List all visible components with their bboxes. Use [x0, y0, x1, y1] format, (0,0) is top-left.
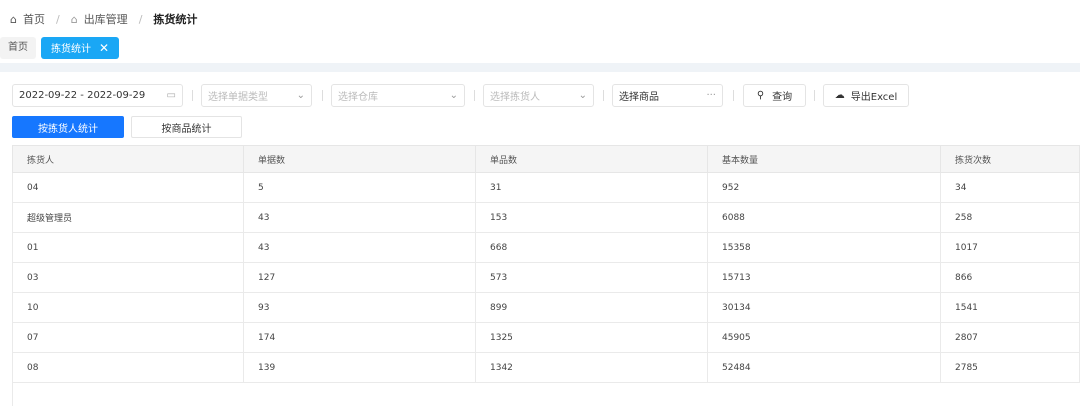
table-cell: 573 [475, 262, 708, 293]
warehouse-placeholder: 选择仓库 [338, 92, 378, 103]
close-icon[interactable]: ✕ [99, 41, 110, 55]
table-cell: 03 [12, 262, 244, 293]
warehouse-select[interactable]: 选择仓库 ⌄ [331, 84, 465, 107]
table-row: 03 127 573 15713 866 [12, 262, 1080, 293]
chevron-down-icon: ⌄ [449, 90, 458, 101]
divider-band [0, 63, 1080, 72]
picker-select[interactable]: 选择拣货人 ⌄ [483, 84, 594, 107]
divider [192, 90, 193, 101]
search-icon: ⚲ [756, 90, 765, 101]
table-cell: 43 [243, 232, 476, 263]
product-value: 选择商品 [619, 92, 659, 103]
picker-placeholder: 选择拣货人 [490, 92, 540, 103]
table-cell: 07 [12, 322, 244, 353]
breadcrumb-separator: / [55, 12, 60, 26]
by-picker-button[interactable]: 按拣货人统计 [12, 116, 124, 138]
table-row: 07 174 1325 45905 2807 [12, 322, 1080, 353]
table-cell: 15358 [707, 232, 941, 263]
table-cell: 30134 [707, 292, 941, 323]
table-row: 01 43 668 15358 1017 [12, 232, 1080, 263]
column-header: 基本数量 [707, 145, 941, 173]
table-cell: 258 [940, 202, 1080, 233]
table-border [12, 380, 13, 406]
date-range-picker[interactable]: 2022-09-22 - 2022-09-29 ▭ [12, 84, 183, 107]
table-cell: 43 [243, 202, 476, 233]
table-row: 10 93 899 30134 1541 [12, 292, 1080, 323]
table-cell: 10 [12, 292, 244, 323]
table-row: 04 5 31 952 34 [12, 172, 1080, 203]
tab-picking-stats[interactable]: 拣货统计 ✕ [41, 37, 120, 59]
breadcrumb-current: 拣货统计 [153, 13, 198, 26]
table-cell: 04 [12, 172, 244, 203]
table-cell: 超级管理员 [12, 202, 244, 233]
table-cell: 1325 [475, 322, 708, 353]
date-range-value: 2022-09-22 - 2022-09-29 [19, 90, 146, 101]
table-header-row: 拣货人 单据数 单品数 基本数量 拣货次数 [12, 145, 1080, 173]
query-button[interactable]: ⚲ 查询 [743, 84, 806, 107]
table-cell: 153 [475, 202, 708, 233]
table-row: 超级管理员 43 153 6088 258 [12, 202, 1080, 233]
table-cell: 952 [707, 172, 941, 203]
table-cell: 174 [243, 322, 476, 353]
table-cell: 5 [243, 172, 476, 203]
table-row: 08 139 1342 52484 2785 [12, 352, 1080, 383]
table-cell: 1541 [940, 292, 1080, 323]
by-product-button[interactable]: 按商品统计 [131, 116, 242, 138]
product-selector[interactable]: 选择商品 ··· [612, 84, 723, 107]
breadcrumb: ⌂ 首页 / ⌂ 出库管理 / 拣货统计 [10, 11, 197, 27]
column-header: 拣货次数 [940, 145, 1080, 173]
more-icon[interactable]: ··· [706, 90, 716, 101]
divider [603, 90, 604, 101]
tab-home[interactable]: 首页 [0, 37, 36, 59]
tab-label: 首页 [8, 42, 28, 53]
column-header: 拣货人 [12, 145, 244, 173]
table-cell: 899 [475, 292, 708, 323]
breadcrumb-home[interactable]: 首页 [22, 13, 45, 26]
table-cell: 34 [940, 172, 1080, 203]
chevron-down-icon: ⌄ [578, 90, 587, 101]
divider [733, 90, 734, 101]
chevron-down-icon: ⌄ [296, 90, 305, 101]
table-cell: 866 [940, 262, 1080, 293]
divider [322, 90, 323, 101]
home-icon: ⌂ [10, 12, 17, 26]
table-cell: 15713 [707, 262, 941, 293]
calendar-icon: ▭ [166, 90, 176, 101]
table-cell: 01 [12, 232, 244, 263]
table-cell: 93 [243, 292, 476, 323]
divider [814, 90, 815, 101]
cloud-upload-icon: ☁ [834, 90, 845, 101]
table-cell: 139 [243, 352, 476, 383]
table-cell: 1342 [475, 352, 708, 383]
table-cell: 31 [475, 172, 708, 203]
page-tabs: 首页 拣货统计 ✕ [0, 37, 120, 59]
table-cell: 08 [12, 352, 244, 383]
doc-type-select[interactable]: 选择单据类型 ⌄ [201, 84, 312, 107]
breadcrumb-outbound[interactable]: 出库管理 [83, 13, 128, 26]
export-excel-button[interactable]: ☁ 导出Excel [823, 84, 909, 107]
table-cell: 2785 [940, 352, 1080, 383]
table-cell: 6088 [707, 202, 941, 233]
warehouse-icon: ⌂ [70, 12, 78, 26]
query-label: 查询 [772, 92, 793, 103]
doc-type-placeholder: 选择单据类型 [208, 92, 268, 103]
table-cell: 2807 [940, 322, 1080, 353]
table-cell: 45905 [707, 322, 941, 353]
table-cell: 52484 [707, 352, 941, 383]
table-cell: 668 [475, 232, 708, 263]
column-header: 单品数 [475, 145, 708, 173]
table-cell: 1017 [940, 232, 1080, 263]
table-cell: 127 [243, 262, 476, 293]
divider [474, 90, 475, 101]
export-label: 导出Excel [850, 92, 898, 103]
tab-label: 拣货统计 [51, 44, 91, 55]
breadcrumb-separator: / [138, 12, 143, 26]
picking-stats-table: 拣货人 单据数 单品数 基本数量 拣货次数 04 5 31 952 34 超级管理员 43 153 60… [12, 145, 1080, 383]
column-header: 单据数 [243, 145, 476, 173]
